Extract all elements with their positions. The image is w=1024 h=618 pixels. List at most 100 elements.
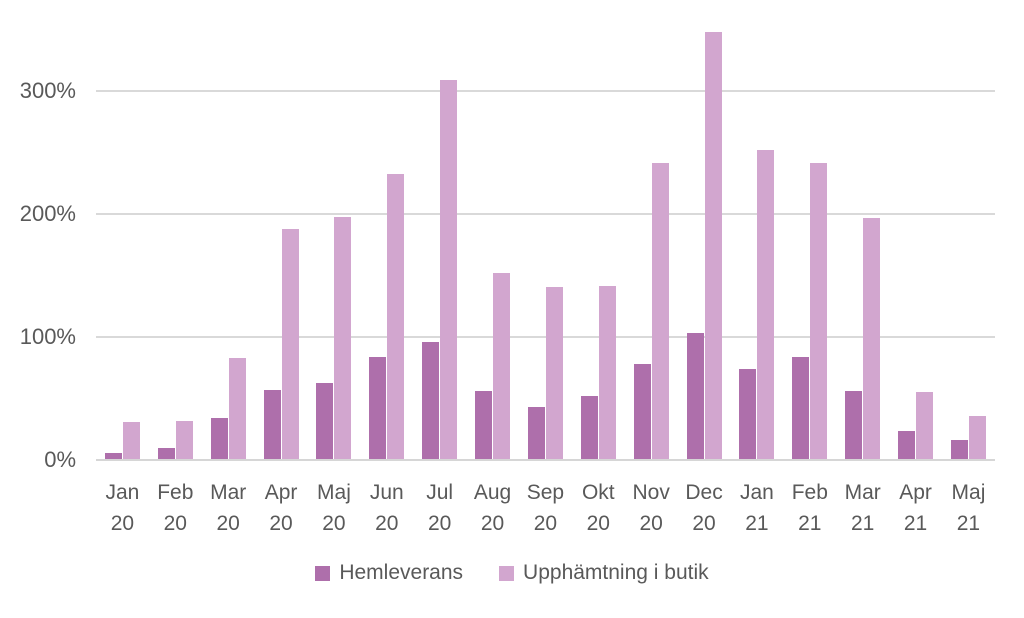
bar-group-maj-21 [942, 30, 995, 460]
bar-group-mar-21 [836, 30, 889, 460]
bar-hemleverans-nov-20 [633, 364, 651, 460]
x-tick-year: 21 [956, 512, 981, 535]
legend-swatch-upphamtning-i-butik [499, 565, 515, 581]
x-tick-label-jan-21: Jan 21 [731, 477, 784, 539]
x-tick-month: Maj [317, 481, 351, 504]
x-tick-label-jan-20: Jan 20 [96, 477, 149, 539]
x-tick-label-sep-20: Sep 20 [519, 477, 572, 539]
bar-hemleverans-mar-21 [845, 391, 863, 460]
x-tick-month: Feb [157, 481, 194, 504]
x-tick-label-aug-20: Aug 20 [466, 477, 519, 539]
x-tick-label-nov-20: Nov 20 [625, 477, 678, 539]
x-tick-month: Jan [740, 481, 774, 504]
x-tick-year: 20 [480, 512, 505, 535]
y-tick-label-100: 100% [19, 324, 76, 350]
legend-item-upphamtning-i-butik: Upphämtning i butik [499, 561, 709, 585]
legend-label-upphamtning-i-butik: Upphämtning i butik [523, 561, 709, 584]
bar-hemleverans-dec-20 [686, 333, 704, 460]
x-tick-month: Apr [264, 481, 298, 504]
legend: Hemleverans Upphämtning i butik [0, 561, 1024, 585]
x-tick-month: Jul [426, 481, 454, 504]
bar-group-sep-20 [519, 30, 572, 460]
bar-hemleverans-feb-21 [792, 356, 810, 460]
x-tick-label-mar-20: Mar 20 [202, 477, 255, 539]
x-tick-label-maj-20: Maj 20 [308, 477, 361, 539]
bar-upphamtning-i-butik-feb-20 [175, 420, 193, 460]
x-tick-month: Mar [210, 481, 247, 504]
bar-group-maj-20 [308, 30, 361, 460]
x-tick-year: 20 [428, 512, 452, 535]
x-tick-year: 21 [851, 512, 875, 535]
bar-hemleverans-jan-20 [104, 452, 122, 460]
bar-group-mar-20 [202, 30, 255, 460]
bar-hemleverans-jul-20 [422, 342, 440, 460]
bar-hemleverans-okt-20 [580, 396, 598, 460]
x-tick-year: 20 [163, 512, 187, 535]
bar-upphamtning-i-butik-sep-20 [545, 286, 563, 460]
bar-group-jan-20 [96, 30, 149, 460]
x-tick-month: Sep [526, 481, 565, 504]
x-tick-month: Feb [791, 481, 828, 504]
bar-hemleverans-sep-20 [527, 407, 545, 460]
bar-upphamtning-i-butik-apr-21 [916, 392, 934, 460]
x-tick-year: 20 [533, 512, 558, 535]
bar-upphamtning-i-butik-jun-20 [387, 173, 405, 460]
bar-group-apr-21 [889, 30, 942, 460]
bar-group-jan-21 [731, 30, 784, 460]
bar-group-nov-20 [625, 30, 678, 460]
x-tick-label-jun-20: Jun 20 [360, 477, 413, 539]
bar-upphamtning-i-butik-aug-20 [493, 273, 511, 460]
x-tick-year: 20 [692, 512, 716, 535]
x-tick-year: 20 [216, 512, 240, 535]
gridline-300 [96, 90, 995, 93]
bar-upphamtning-i-butik-jan-20 [122, 421, 140, 460]
x-tick-year: 20 [375, 512, 399, 535]
bar-group-feb-20 [149, 30, 202, 460]
x-tick-label-apr-21: Apr 21 [889, 477, 942, 539]
gridline-100 [96, 336, 995, 339]
x-tick-label-maj-21: Maj 21 [942, 477, 995, 539]
x-tick-label-feb-20: Feb 20 [149, 477, 202, 539]
bar-upphamtning-i-butik-apr-20 [281, 229, 299, 460]
plot-area [96, 30, 995, 461]
x-tick-month: Apr [899, 481, 932, 504]
bar-upphamtning-i-butik-feb-21 [810, 162, 828, 460]
x-tick-year: 20 [269, 512, 293, 535]
bar-hemleverans-maj-21 [950, 440, 968, 460]
x-tick-month: Maj [951, 481, 986, 504]
bar-hemleverans-maj-20 [316, 382, 334, 460]
bar-group-jul-20 [413, 30, 466, 460]
x-tick-year: 21 [798, 512, 822, 535]
x-tick-label-okt-20: Okt 20 [572, 477, 625, 539]
x-tick-month: Okt [581, 481, 615, 504]
x-tick-year: 21 [903, 512, 928, 535]
x-tick-year: 20 [110, 512, 135, 535]
bar-group-jun-20 [360, 30, 413, 460]
y-tick-label-300: 300% [19, 78, 76, 104]
bar-hemleverans-jun-20 [369, 356, 387, 460]
bar-hemleverans-feb-20 [157, 447, 175, 460]
bar-upphamtning-i-butik-dec-20 [704, 32, 722, 460]
x-tick-month: Nov [632, 481, 670, 504]
x-tick-year: 21 [745, 512, 769, 535]
bar-group-okt-20 [572, 30, 625, 460]
legend-swatch-hemleverans [315, 565, 331, 581]
x-tick-month: Jan [105, 481, 140, 504]
x-axis-labels: Jan 20 Feb 20 Mar 20 Apr 20 Maj 20 Jun 20 Jul 20 Aug 20… [96, 477, 995, 539]
bar-hemleverans-aug-20 [475, 391, 493, 460]
bar-group-dec-20 [678, 30, 731, 460]
gridline-200 [96, 213, 995, 216]
bar-upphamtning-i-butik-jan-21 [757, 150, 775, 460]
legend-item-hemleverans: Hemleverans [315, 561, 463, 585]
bar-group-aug-20 [466, 30, 519, 460]
x-tick-month: Jun [369, 481, 404, 504]
bar-hemleverans-apr-20 [263, 389, 281, 460]
x-tick-month: Aug [473, 481, 512, 504]
x-tick-label-apr-20: Apr 20 [255, 477, 308, 539]
x-tick-year: 20 [639, 512, 663, 535]
x-tick-label-feb-21: Feb 21 [783, 477, 836, 539]
bar-upphamtning-i-butik-okt-20 [598, 285, 616, 460]
bar-group-feb-21 [783, 30, 836, 460]
x-tick-label-mar-21: Mar 21 [836, 477, 889, 539]
